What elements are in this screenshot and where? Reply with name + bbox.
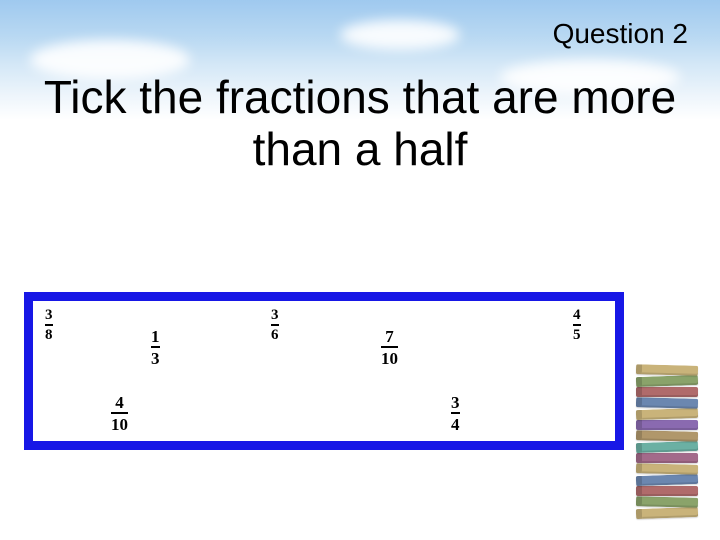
book-decoration	[636, 364, 698, 376]
question-number: Question 2	[553, 18, 688, 50]
fraction-f-7-10[interactable]: 710	[381, 327, 398, 368]
fraction-numerator: 1	[151, 327, 160, 346]
book-decoration	[636, 463, 698, 475]
book-decoration	[636, 474, 698, 486]
fraction-numerator: 7	[381, 327, 398, 346]
book-decoration	[636, 408, 698, 420]
book-decoration	[636, 387, 698, 397]
instruction-text: Tick the fractions that are more than a …	[0, 72, 720, 175]
fraction-numerator: 4	[111, 393, 128, 412]
book-decoration	[636, 496, 698, 508]
fraction-denominator: 10	[111, 412, 128, 434]
fraction-denominator: 10	[381, 346, 398, 368]
fraction-denominator: 3	[151, 346, 160, 368]
book-decoration	[636, 397, 698, 409]
book-decoration	[636, 486, 698, 496]
fraction-numerator: 4	[573, 307, 581, 324]
book-decoration	[636, 507, 698, 519]
cloud-decoration	[340, 20, 460, 50]
books-stack-decoration	[632, 358, 702, 518]
fraction-denominator: 8	[45, 324, 53, 344]
fraction-numerator: 3	[45, 307, 53, 324]
book-decoration	[636, 453, 698, 463]
fraction-f-3-4[interactable]: 34	[451, 393, 460, 434]
book-decoration	[636, 441, 698, 453]
fraction-f-3-8[interactable]: 38	[45, 307, 53, 344]
fraction-denominator: 6	[271, 324, 279, 344]
fraction-f-4-5[interactable]: 45	[573, 307, 581, 344]
fraction-f-4-10[interactable]: 410	[111, 393, 128, 434]
book-decoration	[636, 430, 698, 442]
book-decoration	[636, 375, 698, 387]
fraction-f-1-3[interactable]: 13	[151, 327, 160, 368]
book-decoration	[636, 420, 698, 430]
fraction-answer-box: 3813367104541034	[24, 292, 624, 450]
fraction-f-3-6[interactable]: 36	[271, 307, 279, 344]
fraction-numerator: 3	[271, 307, 279, 324]
fraction-numerator: 3	[451, 393, 460, 412]
fraction-denominator: 5	[573, 324, 581, 344]
fraction-denominator: 4	[451, 412, 460, 434]
